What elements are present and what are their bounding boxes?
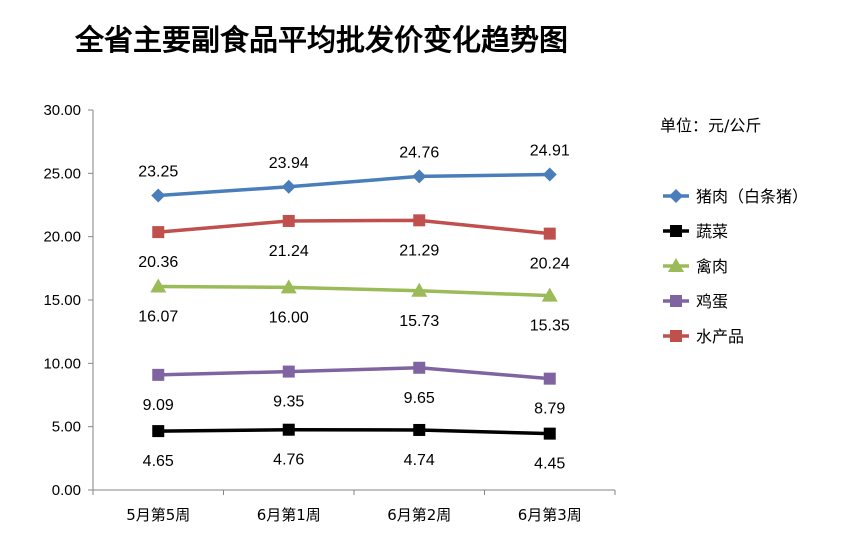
data-label: 24.76 xyxy=(399,144,439,161)
data-point xyxy=(542,167,557,182)
data-point xyxy=(411,282,428,297)
axes: 0.00 5.00 10.00 15.00 20.00 25.00 30.00 5月第5周 6月… xyxy=(43,102,616,524)
x-tick-label: 6月第2周 xyxy=(387,506,451,524)
data-label: 9.09 xyxy=(143,397,174,414)
series-line xyxy=(158,172,550,198)
x-tick-label: 5月第5周 xyxy=(126,506,190,524)
legend-marker xyxy=(669,189,683,203)
data-label: 21.29 xyxy=(399,242,439,259)
y-tick-label: 20.00 xyxy=(43,229,81,246)
series-line xyxy=(158,366,550,381)
data-point xyxy=(281,179,296,194)
legend-item: 猪肉（白条猪） xyxy=(663,187,808,206)
data-point xyxy=(413,214,426,227)
legend-marker xyxy=(668,258,684,272)
data-label: 21.24 xyxy=(269,243,309,260)
x-tick-label: 6月第1周 xyxy=(257,506,321,524)
unit-label: 单位：元/公斤 xyxy=(660,116,761,135)
series-3: 9.09 9.35 9.65 8.79 xyxy=(143,361,565,418)
data-label: 9.35 xyxy=(273,394,304,411)
data-label: 4.45 xyxy=(534,456,565,473)
data-point xyxy=(152,226,165,239)
legend-item: 水产品 xyxy=(663,327,744,346)
data-label: 15.35 xyxy=(530,318,570,335)
data-label: 23.25 xyxy=(138,164,178,181)
data-point xyxy=(413,423,426,436)
y-tick-label: 5.00 xyxy=(52,419,81,436)
data-point xyxy=(151,188,166,203)
legend-label: 鸡蛋 xyxy=(696,292,728,311)
legend-item: 鸡蛋 xyxy=(663,292,728,311)
series-line xyxy=(158,284,550,298)
series-line xyxy=(158,218,550,236)
data-label: 23.94 xyxy=(269,155,309,172)
series-0: 23.25 23.94 24.76 24.91 xyxy=(138,142,570,203)
data-label: 24.91 xyxy=(530,142,570,159)
data-point xyxy=(543,372,556,385)
data-point xyxy=(282,214,295,227)
series-4: 20.36 21.24 21.29 20.24 xyxy=(138,214,570,273)
legend-item: 禽肉 xyxy=(663,257,728,276)
y-tick-label: 10.00 xyxy=(43,355,81,372)
plot-area: 23.25 23.94 24.76 24.91 4.65 4.76 4.74 4.45 16.0… xyxy=(138,142,570,472)
data-label: 16.07 xyxy=(138,308,178,325)
data-label: 9.65 xyxy=(404,390,435,407)
data-point xyxy=(150,278,167,293)
data-label: 8.79 xyxy=(534,401,565,418)
legend-marker xyxy=(670,330,682,342)
series-1: 4.65 4.76 4.74 4.45 xyxy=(143,423,565,473)
data-point xyxy=(282,423,295,436)
legend-marker xyxy=(670,225,682,237)
legend-marker xyxy=(670,295,682,307)
data-label: 4.65 xyxy=(143,453,174,470)
series-2: 16.07 16.00 15.73 15.35 xyxy=(138,278,570,335)
data-point xyxy=(152,368,165,381)
data-point xyxy=(413,361,426,374)
legend-label: 蔬菜 xyxy=(696,222,728,241)
y-tick-label: 30.00 xyxy=(43,102,81,119)
series-line xyxy=(158,427,550,436)
data-point xyxy=(282,365,295,378)
data-point xyxy=(280,279,297,294)
data-label: 20.36 xyxy=(138,254,178,271)
data-point xyxy=(412,169,427,184)
data-label: 16.00 xyxy=(269,309,309,326)
legend-label: 水产品 xyxy=(696,327,744,346)
data-label: 4.74 xyxy=(404,452,435,469)
data-point xyxy=(152,425,165,438)
legend-label: 猪肉（白条猪） xyxy=(696,187,808,206)
data-label: 15.73 xyxy=(399,313,439,330)
legend-item: 蔬菜 xyxy=(663,222,728,241)
chart-title: 全省主要副食品平均批发价变化趋势图 xyxy=(74,23,568,57)
x-tick-label: 6月第3周 xyxy=(518,506,582,524)
y-tick-label: 25.00 xyxy=(43,165,81,182)
data-point xyxy=(543,227,556,240)
legend-label: 禽肉 xyxy=(696,257,728,276)
data-point xyxy=(543,427,556,440)
data-point xyxy=(541,287,558,302)
y-tick-label: 15.00 xyxy=(43,292,81,309)
data-label: 4.76 xyxy=(273,452,304,469)
y-tick-label: 0.00 xyxy=(52,482,81,499)
data-label: 20.24 xyxy=(530,256,570,273)
